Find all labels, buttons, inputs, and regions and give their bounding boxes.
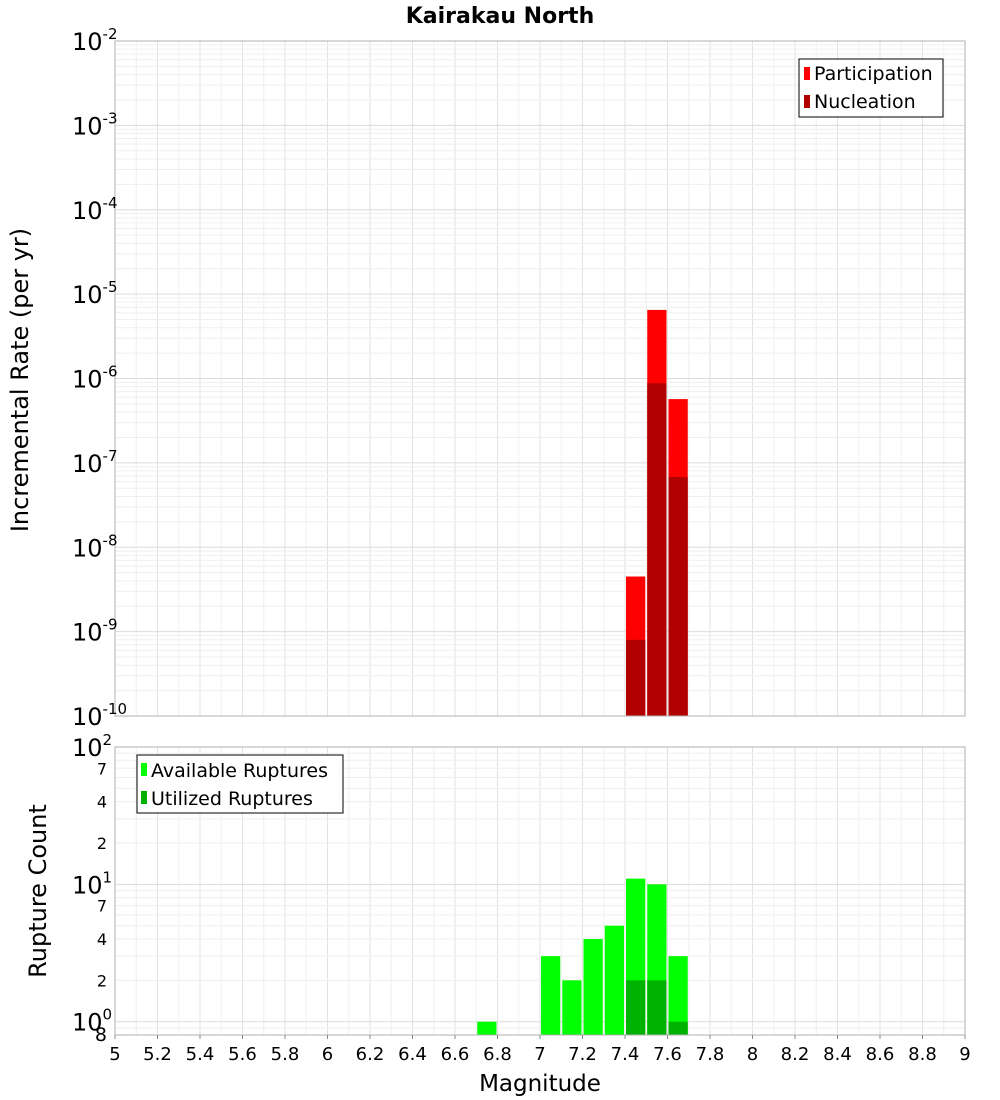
count-panel-grid: [114, 746, 966, 1036]
rate-y-tick-label: 10-7: [72, 447, 118, 478]
rate-panel-y-ticks: 10-2 10-3 10-4 10-5 10-6 10-7 10-8 10-9 10-10: [72, 25, 127, 731]
count-y-minor-label: 7: [97, 897, 107, 916]
count-y-major-label: 102: [72, 731, 112, 762]
x-axis-label: Magnitude: [479, 1071, 601, 1097]
nucleation-bar: [668, 477, 688, 716]
rate-y-tick-label: 10-5: [72, 278, 118, 309]
x-tick-label: 6.8: [483, 1044, 512, 1065]
available-ruptures-bar: [477, 1021, 497, 1035]
count-y-major-label: 101: [72, 868, 112, 899]
x-tick-label: 7.8: [696, 1044, 725, 1065]
rate-panel-grid: [114, 41, 966, 717]
x-tick-label: 6: [322, 1044, 333, 1065]
x-tick-label: 6.6: [441, 1044, 470, 1065]
x-tick-label: 8.6: [866, 1044, 895, 1065]
count-panel-y-ticks: 102 101 100 7 4 2 7 4 2 8: [72, 731, 112, 1046]
count-y-minor-label: 8: [95, 1024, 107, 1046]
participation-swatch: [804, 67, 810, 80]
x-tick-label: 7.6: [653, 1044, 682, 1065]
x-tick-label: 8.8: [908, 1044, 937, 1065]
nucleation-bar: [647, 383, 667, 716]
rate-panel-frame: [114, 40, 966, 717]
x-tick-label: 7.2: [568, 1044, 597, 1065]
rate-panel: 10-2 10-3 10-4 10-5 10-6 10-7 10-8 10-9 10-10 In…: [6, 25, 966, 731]
x-tick-label: 8.2: [781, 1044, 810, 1065]
count-y-major-label: 100: [72, 1006, 112, 1037]
rate-y-tick-label: 10-10: [72, 700, 127, 731]
x-tick-label: 9: [959, 1044, 970, 1065]
nucleation-bar: [626, 639, 646, 716]
rate-y-tick-label: 10-3: [72, 109, 118, 140]
available-ruptures-bar: [562, 980, 582, 1035]
available-ruptures-bar: [541, 956, 561, 1035]
rate-legend-box: [798, 58, 944, 118]
utilized-legend-label: Utilized Ruptures: [151, 788, 313, 810]
x-tick-label: 7.4: [611, 1044, 640, 1065]
rate-y-tick-label: 10-2: [72, 25, 118, 56]
utilized-ruptures-bar: [668, 1021, 688, 1035]
count-y-minor-label: 7: [97, 759, 107, 778]
count-panel: 102 101 100 7 4 2 7 4 2 8 5 5.2 5.4 5.6 5.8 6 6.2 6.4 6.6…: [24, 731, 971, 1097]
x-tick-label: 8: [747, 1044, 758, 1065]
available-ruptures-bar: [583, 939, 603, 1035]
x-axis-ticks: 5 5.2 5.4 5.6 5.8 6 6.2 6.4 6.6 6.8 7 7.2 7.4 7.6 7.8 8…: [109, 1035, 971, 1065]
count-y-axis-label: Rupture Count: [24, 804, 52, 978]
x-tick-label: 5.2: [143, 1044, 172, 1065]
x-tick-label: 5.4: [186, 1044, 215, 1065]
x-tick-label: 6.4: [398, 1044, 427, 1065]
x-tick-label: 8.4: [823, 1044, 852, 1065]
nucleation-swatch: [804, 95, 810, 108]
utilized-swatch: [141, 791, 147, 804]
rate-legend: Participation Nucleation: [798, 58, 944, 118]
x-tick-label: 5: [109, 1044, 120, 1065]
x-tick-label: 7: [534, 1044, 545, 1065]
count-legend-box: [136, 754, 344, 814]
x-tick-label: 5.6: [228, 1044, 257, 1065]
available-ruptures-bar: [668, 956, 688, 1035]
nucleation-legend-label: Nucleation: [814, 91, 916, 113]
available-swatch: [141, 763, 147, 776]
utilized-ruptures-bar: [626, 980, 646, 1035]
rate-y-tick-label: 10-6: [72, 363, 118, 394]
rate-y-tick-label: 10-4: [72, 194, 118, 225]
available-legend-label: Available Ruptures: [151, 760, 328, 782]
rate-panel-bars: [626, 309, 688, 716]
rate-y-tick-label: 10-8: [72, 531, 118, 562]
count-y-minor-label: 2: [97, 834, 107, 853]
x-tick-label: 5.8: [271, 1044, 300, 1065]
x-tick-label: 6.2: [356, 1044, 385, 1065]
available-ruptures-bar: [604, 925, 624, 1035]
count-panel-bars: [477, 878, 688, 1035]
count-y-minor-label: 2: [97, 971, 107, 990]
participation-legend-label: Participation: [814, 63, 933, 85]
count-legend: Available Ruptures Utilized Ruptures: [136, 754, 344, 814]
rate-y-tick-label: 10-9: [72, 616, 118, 647]
count-y-minor-label: 4: [97, 793, 107, 812]
chart-title: Kairakau North: [406, 4, 594, 29]
rate-y-axis-label: Incremental Rate (per yr): [6, 228, 34, 532]
count-y-minor-label: 4: [97, 930, 107, 949]
utilized-ruptures-bar: [647, 980, 667, 1035]
